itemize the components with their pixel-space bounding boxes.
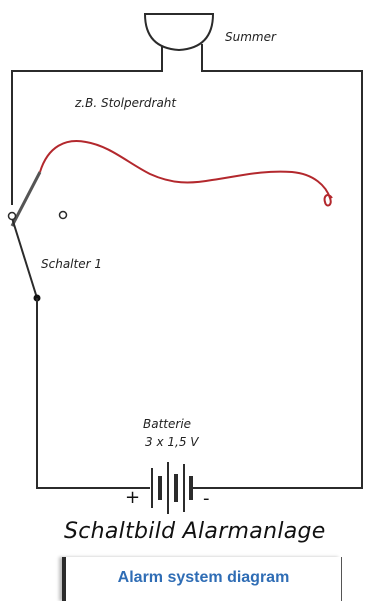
buzzer-lead-right xyxy=(190,44,363,489)
switch-contact-open xyxy=(58,210,68,220)
wire-left-bottom xyxy=(36,298,150,489)
buzzer-symbol xyxy=(143,13,215,52)
label-tripwire: z.B. Stolperdraht xyxy=(74,96,177,110)
caption-box: Alarm system diagram xyxy=(62,557,342,601)
label-battery: Batterie xyxy=(143,417,191,431)
caption-text: Alarm system diagram xyxy=(117,569,290,586)
tripwire xyxy=(39,140,333,207)
switch-arm xyxy=(11,217,38,299)
battery-symbol xyxy=(151,462,193,514)
diagram-title: Schaltbild Alarmanlage xyxy=(64,519,326,544)
label-minus: - xyxy=(203,488,210,509)
label-plus: + xyxy=(125,487,140,508)
switch-lever xyxy=(10,171,42,227)
buzzer-lead-left xyxy=(11,46,163,205)
switch-contact-pivot xyxy=(7,211,17,221)
label-voltage: 3 x 1,5 V xyxy=(145,435,199,449)
label-switch: Schalter 1 xyxy=(41,257,102,271)
label-buzzer: Summer xyxy=(225,30,277,44)
